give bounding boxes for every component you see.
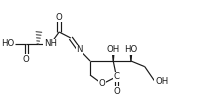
Text: N: N xyxy=(76,45,82,54)
Polygon shape xyxy=(112,49,114,61)
Text: NH: NH xyxy=(44,40,57,49)
Text: O: O xyxy=(113,87,119,96)
Text: HO: HO xyxy=(1,40,15,49)
Text: O: O xyxy=(56,13,62,22)
Text: O: O xyxy=(23,54,29,63)
Text: C: C xyxy=(113,72,119,81)
Text: OH: OH xyxy=(154,77,167,86)
Polygon shape xyxy=(129,49,131,61)
Text: O: O xyxy=(98,80,105,89)
Text: HO: HO xyxy=(124,45,137,54)
Text: OH: OH xyxy=(106,45,119,54)
